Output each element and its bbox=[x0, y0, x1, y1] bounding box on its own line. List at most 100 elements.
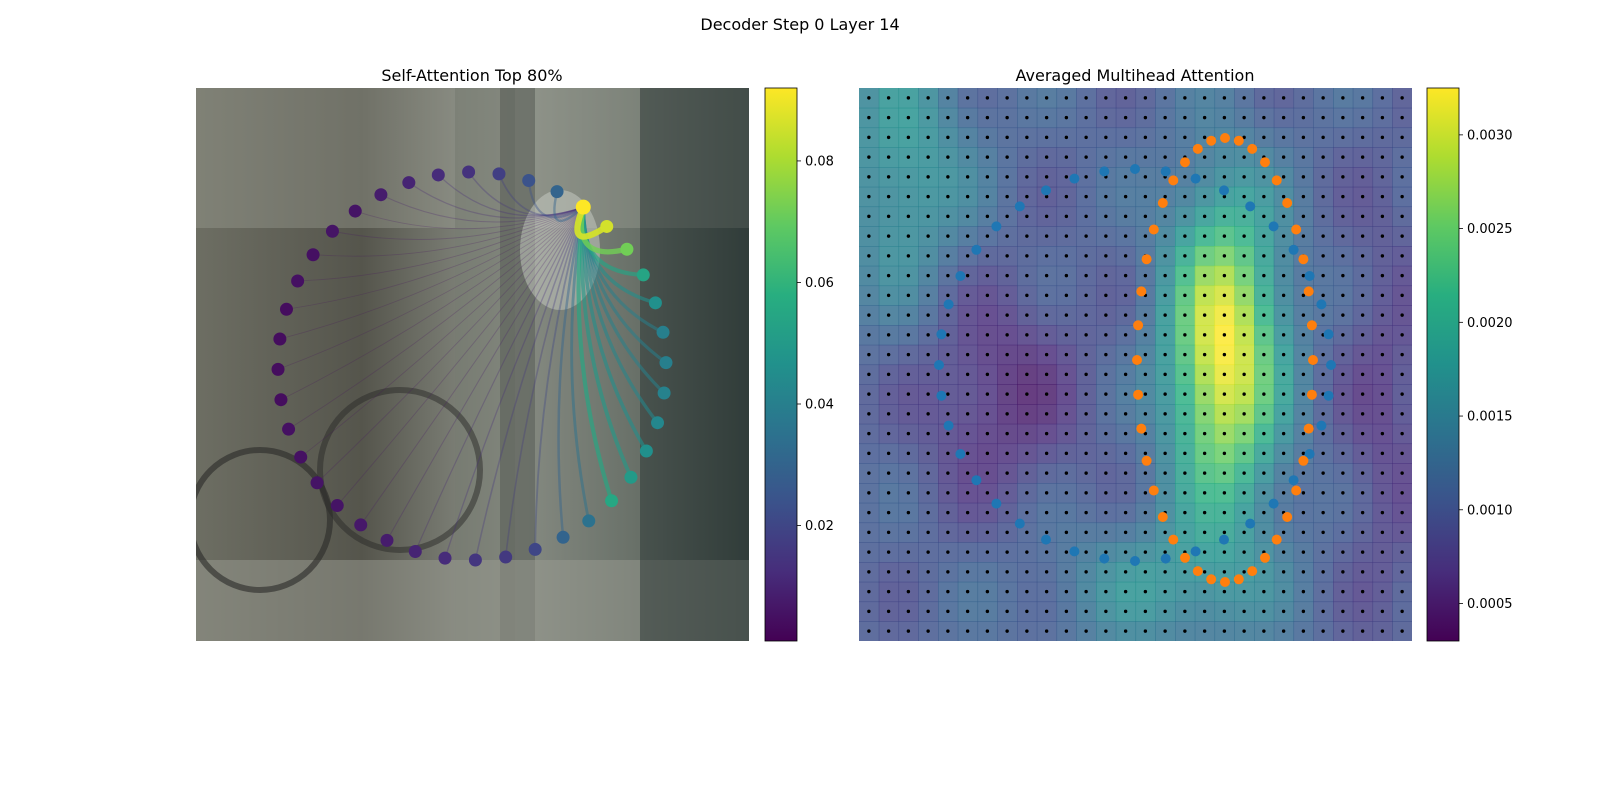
grid-dot bbox=[1143, 431, 1148, 436]
grid-dot bbox=[985, 293, 990, 298]
grid-dot bbox=[1400, 293, 1404, 298]
grid-dot bbox=[1064, 629, 1069, 633]
grid-dot bbox=[1242, 293, 1246, 298]
grid-dot bbox=[965, 530, 970, 535]
grid-dot bbox=[1281, 273, 1286, 278]
grid-dot bbox=[926, 510, 930, 515]
grid-dot bbox=[1163, 609, 1167, 614]
grid-dot bbox=[965, 273, 970, 278]
grid-dot bbox=[1321, 510, 1325, 515]
grid-dot bbox=[1360, 273, 1365, 278]
grid-dot bbox=[1163, 155, 1167, 159]
grid-dot bbox=[1064, 333, 1069, 337]
grid-dot bbox=[867, 115, 871, 120]
grid-dot bbox=[1321, 471, 1325, 475]
grid-dot bbox=[1301, 234, 1306, 238]
grid-dot bbox=[1104, 471, 1108, 475]
grid-dot bbox=[886, 550, 891, 554]
grid-dot bbox=[1163, 372, 1167, 377]
grid-dot bbox=[1281, 550, 1286, 554]
grid-dot bbox=[1242, 491, 1246, 495]
grid-dot bbox=[1104, 96, 1108, 100]
attention-line bbox=[288, 206, 584, 430]
attention-line bbox=[498, 173, 585, 217]
grid-dot bbox=[1123, 313, 1128, 317]
attention-line bbox=[380, 194, 584, 223]
grid-dot bbox=[1025, 313, 1029, 317]
grid-dot bbox=[1025, 96, 1029, 100]
right-colorbar-tick-label: 0.0030 bbox=[1467, 128, 1513, 143]
grid-dot bbox=[1281, 254, 1286, 258]
orange-point bbox=[1192, 566, 1203, 577]
attention-line bbox=[360, 206, 584, 526]
grid-dot bbox=[1360, 609, 1365, 614]
blue-point bbox=[936, 390, 947, 401]
grid-dot bbox=[1222, 273, 1227, 278]
grid-dot bbox=[1202, 214, 1207, 219]
grid-dot bbox=[1044, 471, 1049, 475]
attention-point bbox=[499, 550, 513, 564]
grid-dot bbox=[1143, 234, 1148, 238]
orange-point bbox=[1168, 534, 1179, 545]
grid-dot bbox=[1360, 451, 1365, 456]
grid-dot bbox=[985, 155, 990, 159]
grid-dot bbox=[1104, 333, 1108, 337]
grid-dot bbox=[1104, 234, 1108, 238]
grid-dot bbox=[867, 214, 871, 219]
grid-dot bbox=[1380, 313, 1385, 317]
grid-dot bbox=[1143, 550, 1148, 554]
grid-dot bbox=[1005, 431, 1009, 436]
grid-dot bbox=[1202, 293, 1207, 298]
grid-dot bbox=[1360, 333, 1365, 337]
grid-dot bbox=[1005, 293, 1009, 298]
grid-dot bbox=[946, 96, 950, 100]
grid-dot bbox=[1202, 589, 1207, 594]
grid-dot bbox=[1222, 629, 1227, 633]
grid-dot bbox=[1262, 352, 1266, 357]
grid-dot bbox=[867, 313, 871, 317]
attention-point bbox=[492, 167, 506, 181]
grid-dot bbox=[1163, 392, 1167, 396]
grid-dot bbox=[1301, 530, 1306, 535]
orange-point bbox=[1282, 198, 1293, 208]
grid-dot bbox=[1242, 115, 1246, 120]
grid-dot bbox=[1380, 510, 1385, 515]
blue-point bbox=[971, 475, 982, 486]
blue-point bbox=[1219, 185, 1229, 196]
grid-dot bbox=[1202, 491, 1207, 495]
grid-dot bbox=[1321, 412, 1325, 416]
grid-dot bbox=[1123, 412, 1128, 416]
grid-dot bbox=[1380, 471, 1385, 475]
orange-point bbox=[1148, 224, 1159, 235]
grid-dot bbox=[946, 491, 950, 495]
grid-dot bbox=[1341, 293, 1345, 298]
attention-point bbox=[468, 553, 482, 567]
grid-dot bbox=[1341, 96, 1345, 100]
attention-point bbox=[648, 296, 662, 310]
grid-dot bbox=[1064, 431, 1069, 436]
grid-dot bbox=[946, 194, 950, 199]
grid-dot bbox=[1025, 471, 1029, 475]
grid-dot bbox=[1262, 471, 1266, 475]
grid-dot bbox=[1183, 431, 1187, 436]
grid-dot bbox=[1380, 589, 1385, 594]
attention-point bbox=[600, 219, 614, 233]
grid-dot bbox=[1262, 451, 1266, 456]
grid-dot bbox=[1301, 412, 1306, 416]
grid-dot bbox=[1104, 491, 1108, 495]
grid-dot bbox=[1380, 254, 1385, 258]
grid-dot bbox=[867, 589, 871, 594]
left-colorbar-ticks: 0.02 0.04 0.06 0.08 bbox=[797, 154, 834, 534]
grid-dot bbox=[926, 293, 930, 298]
grid-dot bbox=[1360, 372, 1365, 377]
grid-dot bbox=[1104, 589, 1108, 594]
grid-dot bbox=[1262, 431, 1266, 436]
grid-dot bbox=[1341, 412, 1345, 416]
grid-dot bbox=[965, 412, 970, 416]
grid-dot bbox=[1262, 135, 1266, 140]
grid-dot bbox=[1064, 570, 1069, 574]
grid-dot bbox=[1242, 254, 1246, 258]
grid-dot bbox=[1143, 273, 1148, 278]
grid-dot bbox=[1281, 313, 1286, 317]
orange-point bbox=[1233, 574, 1244, 585]
